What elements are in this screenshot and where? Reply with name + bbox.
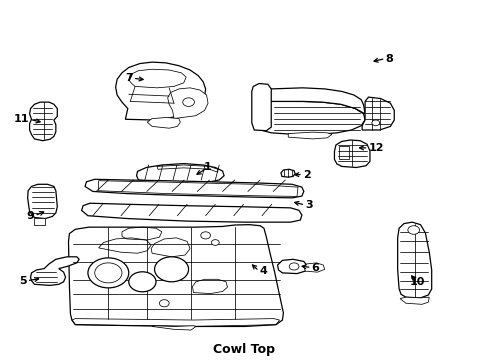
Polygon shape xyxy=(303,263,324,272)
Polygon shape xyxy=(81,203,301,222)
Polygon shape xyxy=(157,165,217,172)
Text: 12: 12 xyxy=(368,143,383,153)
Polygon shape xyxy=(253,102,365,134)
Text: 7: 7 xyxy=(124,73,132,83)
Polygon shape xyxy=(147,117,180,128)
Circle shape xyxy=(371,120,379,126)
Text: 11: 11 xyxy=(14,114,30,124)
Circle shape xyxy=(183,98,194,107)
Text: Cowl Top: Cowl Top xyxy=(213,343,275,356)
Circle shape xyxy=(128,272,156,292)
Text: 6: 6 xyxy=(311,262,319,273)
Polygon shape xyxy=(287,132,331,139)
Text: 3: 3 xyxy=(305,200,312,210)
Polygon shape xyxy=(397,222,431,298)
Text: 10: 10 xyxy=(408,277,424,287)
Circle shape xyxy=(211,240,219,246)
Circle shape xyxy=(88,258,128,288)
Polygon shape xyxy=(68,225,283,327)
Text: 2: 2 xyxy=(302,170,310,180)
Polygon shape xyxy=(281,169,294,177)
Polygon shape xyxy=(261,88,365,114)
Polygon shape xyxy=(85,179,303,198)
Polygon shape xyxy=(28,184,57,219)
Text: 5: 5 xyxy=(19,276,27,286)
Polygon shape xyxy=(152,326,196,330)
Polygon shape xyxy=(30,102,57,141)
Circle shape xyxy=(201,232,210,239)
Text: 4: 4 xyxy=(259,266,266,276)
Polygon shape xyxy=(30,257,79,285)
Polygon shape xyxy=(34,217,45,225)
Circle shape xyxy=(154,257,188,282)
Polygon shape xyxy=(167,88,207,118)
Polygon shape xyxy=(128,69,186,88)
Polygon shape xyxy=(116,62,205,120)
Circle shape xyxy=(407,226,419,234)
Polygon shape xyxy=(251,84,271,131)
Circle shape xyxy=(288,263,298,270)
Text: 1: 1 xyxy=(204,162,211,172)
Polygon shape xyxy=(136,163,224,184)
Polygon shape xyxy=(277,259,307,274)
Text: 9: 9 xyxy=(26,211,34,221)
Circle shape xyxy=(95,263,122,283)
Text: 8: 8 xyxy=(385,54,392,64)
Polygon shape xyxy=(362,97,393,130)
Polygon shape xyxy=(399,297,428,304)
Polygon shape xyxy=(334,140,369,167)
Circle shape xyxy=(159,300,169,307)
